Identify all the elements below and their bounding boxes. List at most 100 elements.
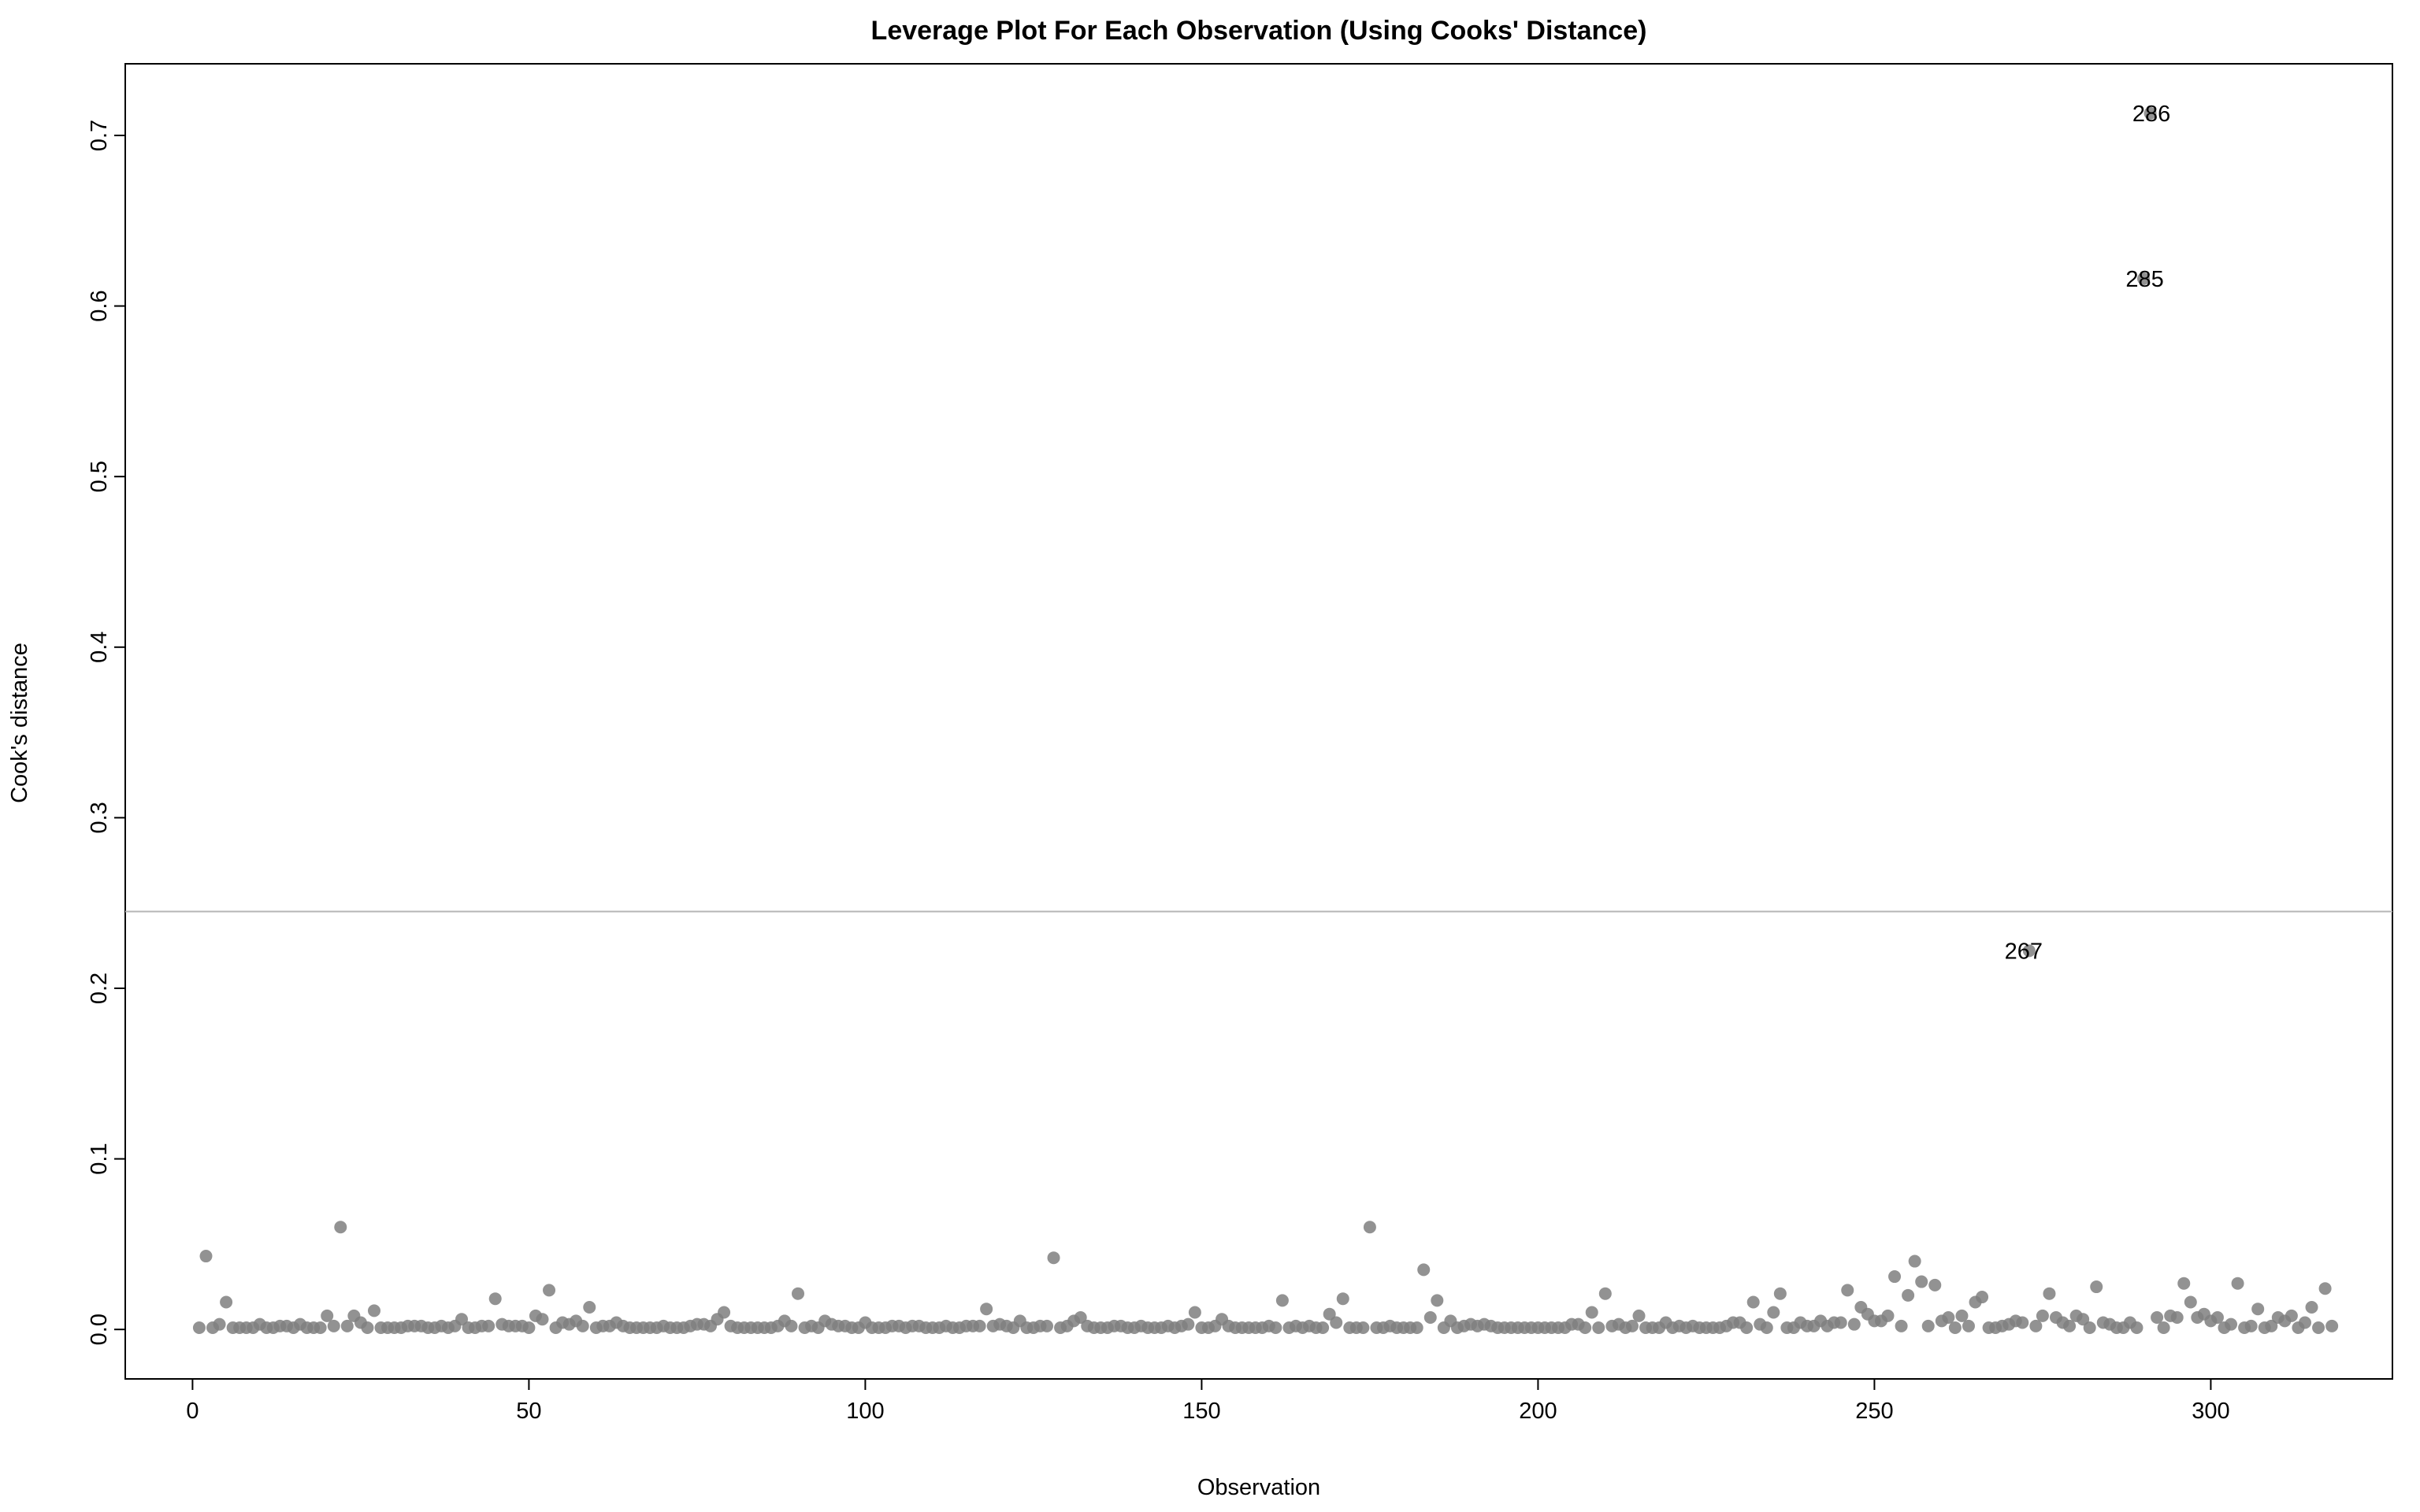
data-point — [1330, 1316, 1343, 1329]
data-point — [2184, 1295, 2197, 1309]
x-tick-label: 200 — [1519, 1399, 1557, 1424]
data-point — [361, 1321, 374, 1335]
data-point — [1357, 1321, 1370, 1335]
data-point — [327, 1319, 340, 1332]
data-point — [1881, 1309, 1895, 1322]
data-point — [2029, 1319, 2043, 1332]
data-point — [1746, 1295, 1760, 1309]
data-point — [1625, 1319, 1639, 1332]
data-point — [2325, 1319, 2339, 1332]
data-point — [2063, 1319, 2077, 1332]
data-point — [1902, 1288, 1915, 1302]
data-point — [1760, 1321, 1773, 1335]
data-point — [2265, 1319, 2278, 1332]
x-tick-label: 250 — [1855, 1399, 1893, 1424]
data-point — [1740, 1321, 1754, 1335]
data-point — [2244, 1319, 2258, 1332]
data-point — [1773, 1287, 1787, 1300]
data-point — [2285, 1309, 2298, 1322]
y-tick-label: 0.3 — [87, 802, 112, 833]
data-point — [1921, 1319, 1935, 1332]
data-point — [2177, 1277, 2191, 1290]
data-point — [2225, 1317, 2238, 1331]
data-point — [1323, 1307, 1336, 1321]
data-point — [583, 1301, 596, 1314]
x-tick-label: 300 — [2192, 1399, 2229, 1424]
data-point — [2231, 1277, 2244, 1290]
data-point — [2090, 1280, 2103, 1294]
data-point — [1423, 1311, 1437, 1325]
data-point — [367, 1304, 380, 1317]
data-point — [1915, 1275, 1928, 1288]
data-point — [718, 1306, 731, 1319]
data-point — [2312, 1321, 2325, 1335]
y-axis: 0.0 0.1 0.2 0.3 0.4 0.5 0.6 0.7 — [87, 120, 126, 1345]
y-tick-label: 0.0 — [87, 1314, 112, 1345]
plot-frame — [124, 63, 2393, 1380]
data-point — [543, 1284, 556, 1297]
data-point — [314, 1321, 327, 1335]
y-tick-label: 0.4 — [87, 632, 112, 663]
data-point — [1417, 1263, 1431, 1277]
data-point — [2036, 1309, 2049, 1322]
data-point — [1976, 1291, 1989, 1304]
data-point — [340, 1319, 354, 1332]
data-point — [2130, 1321, 2143, 1335]
data-point — [1410, 1321, 1423, 1335]
data-point — [2305, 1301, 2318, 1314]
data-point — [334, 1221, 347, 1234]
data-point — [2151, 1311, 2164, 1325]
y-tick-label: 0.6 — [87, 290, 112, 321]
point-label: 285 — [2125, 267, 2163, 292]
data-point — [792, 1287, 805, 1300]
x-tick-label: 100 — [846, 1399, 884, 1424]
y-tick-label: 0.1 — [87, 1143, 112, 1174]
data-point — [199, 1250, 213, 1263]
data-point — [980, 1303, 993, 1316]
chart-title: Leverage Plot For Each Observation (Usin… — [871, 16, 1647, 46]
data-point — [1834, 1316, 1847, 1329]
data-point — [1316, 1321, 1330, 1335]
data-point — [488, 1292, 502, 1306]
x-axis-label: Observation — [1197, 1475, 1320, 1500]
data-points — [192, 106, 2339, 1335]
point-label: 286 — [2132, 102, 2170, 127]
data-point — [1955, 1309, 1969, 1322]
data-point — [2083, 1321, 2096, 1335]
data-point — [2251, 1303, 2265, 1316]
data-point — [1632, 1309, 1646, 1322]
x-axis: 0 50 100 150 200 250 300 — [186, 1378, 2230, 1424]
point-labels: 267 285 286 — [2005, 102, 2171, 965]
data-point — [1040, 1319, 1053, 1332]
y-tick-label: 0.5 — [87, 461, 112, 492]
data-point — [1182, 1317, 1195, 1331]
data-point — [482, 1319, 496, 1332]
data-point — [1363, 1221, 1376, 1234]
point-label: 267 — [2005, 939, 2043, 964]
data-point — [2022, 944, 2036, 958]
data-point — [213, 1317, 226, 1331]
data-point — [1269, 1321, 1282, 1335]
x-tick-label: 50 — [516, 1399, 541, 1424]
data-point — [536, 1313, 549, 1326]
data-point — [973, 1319, 986, 1332]
data-point — [576, 1319, 589, 1332]
data-point — [785, 1319, 798, 1332]
data-point — [2298, 1316, 2311, 1329]
data-point — [2318, 1282, 2332, 1295]
data-point — [1841, 1284, 1854, 1297]
data-point — [2210, 1311, 2224, 1325]
data-point — [2043, 1287, 2056, 1300]
data-point — [1928, 1278, 1942, 1292]
data-point — [1962, 1319, 1975, 1332]
data-point — [455, 1313, 469, 1326]
data-point — [1948, 1321, 1962, 1335]
data-point — [1047, 1251, 1060, 1265]
data-point — [321, 1309, 334, 1322]
data-point — [2016, 1316, 2029, 1329]
data-point — [1895, 1319, 1908, 1332]
data-point — [1598, 1287, 1612, 1300]
data-point — [2077, 1313, 2090, 1326]
data-point — [1847, 1317, 1861, 1331]
